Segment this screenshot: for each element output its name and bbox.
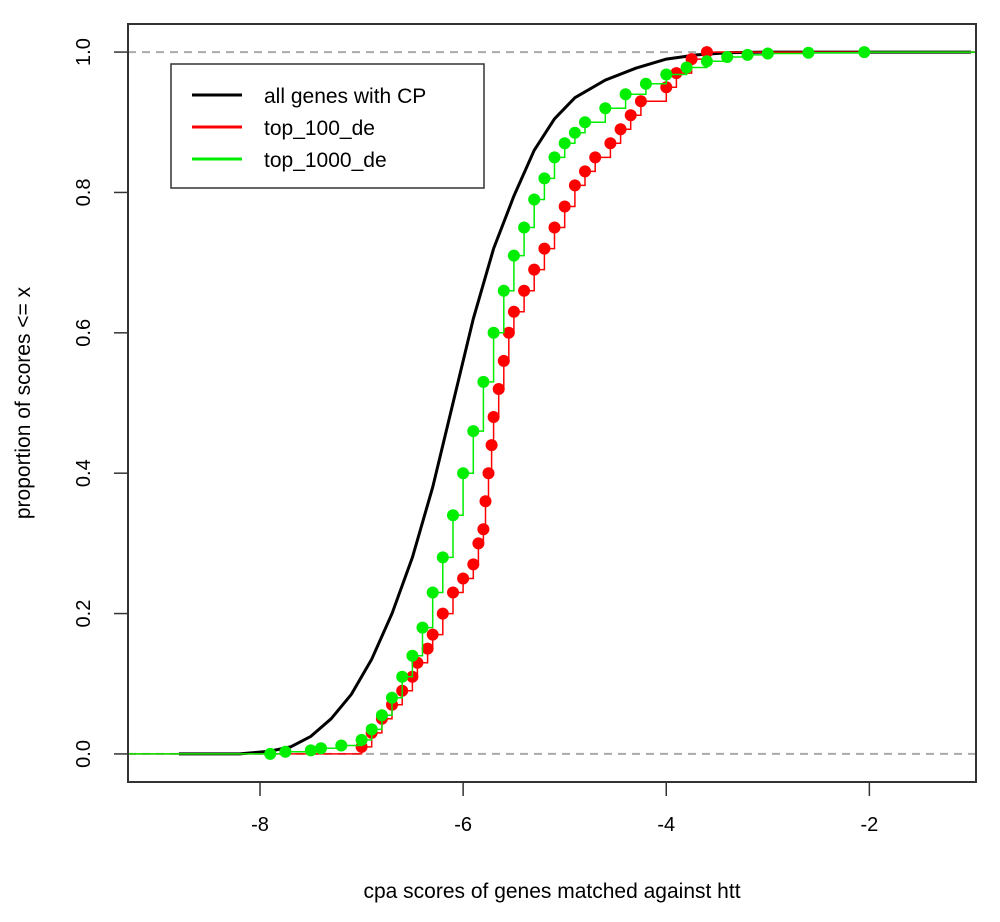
point-top-100-de-28 (568, 179, 581, 192)
x-tick-label-0: -8 (251, 814, 269, 836)
point-top-1000-de-21 (518, 221, 531, 234)
point-top-1000-de-18 (487, 326, 500, 339)
point-top-1000-de-29 (619, 88, 632, 101)
point-top-100-de-8 (426, 628, 439, 641)
series-top-1000-de (128, 46, 976, 760)
point-top-1000-de-38 (858, 46, 871, 59)
point-top-1000-de-7 (375, 709, 388, 722)
point-top-100-de-14 (477, 523, 490, 536)
point-top-1000-de-27 (579, 116, 591, 129)
point-top-1000-de-33 (700, 55, 713, 68)
point-top-100-de-20 (497, 354, 510, 367)
point-top-100-de-24 (528, 263, 541, 276)
y-tick-label-0: 0.0 (73, 740, 95, 768)
point-top-100-de-11 (457, 572, 470, 585)
point-top-1000-de-22 (528, 193, 541, 206)
point-top-1000-de-34 (721, 51, 734, 63)
point-top-1000-de-19 (497, 284, 510, 297)
point-top-1000-de-17 (477, 375, 490, 388)
point-top-1000-de-0 (264, 747, 277, 760)
point-top-100-de-33 (624, 109, 637, 122)
point-top-1000-de-10 (406, 649, 419, 662)
y-tick-label-1: 0.2 (73, 600, 95, 628)
y-tick-label-2: 0.4 (73, 459, 95, 487)
y-axis: 0.0 0.2 0.4 0.6 0.8 1.0 (73, 38, 129, 768)
point-top-1000-de-9 (396, 670, 409, 683)
point-top-1000-de-23 (538, 172, 551, 185)
point-top-1000-de-35 (741, 48, 754, 61)
point-top-1000-de-20 (507, 249, 520, 262)
legend-label-top-1000: top_1000_de (264, 149, 387, 172)
series-all-genes-with-cp (178, 50, 971, 756)
point-top-100-de-25 (538, 242, 551, 255)
point-top-100-de-26 (548, 221, 561, 234)
point-top-100-de-21 (502, 326, 515, 339)
y-tick-label-3: 0.6 (73, 319, 95, 347)
point-top-100-de-7 (421, 642, 434, 655)
point-top-1000-de-36 (761, 47, 774, 60)
point-top-100-de-23 (518, 284, 531, 297)
series-line-all-genes-with-cp (178, 50, 971, 756)
point-top-100-de-30 (589, 151, 602, 164)
point-top-100-de-34 (634, 95, 647, 108)
point-top-1000-de-25 (558, 137, 571, 150)
x-axis: -8 -6 -4 -2 (251, 781, 878, 836)
point-top-1000-de-32 (680, 61, 693, 74)
point-top-1000-de-16 (467, 425, 480, 438)
point-top-1000-de-2 (304, 744, 317, 757)
point-top-1000-de-26 (568, 126, 581, 139)
point-top-1000-de-1 (279, 745, 292, 758)
x-tick-label-3: -2 (860, 814, 878, 836)
x-axis-label: cpa scores of genes matched against htt (363, 880, 740, 903)
point-top-100-de-38 (700, 46, 713, 59)
point-top-1000-de-12 (426, 586, 439, 599)
point-top-1000-de-30 (639, 77, 652, 90)
legend: all genes with CP top_100_de top_1000_de (170, 63, 485, 189)
series-layer (128, 46, 976, 760)
point-top-1000-de-5 (355, 733, 368, 746)
point-top-100-de-13 (472, 537, 485, 550)
point-top-1000-de-24 (548, 151, 561, 164)
point-top-1000-de-3 (315, 742, 327, 755)
point-top-1000-de-13 (436, 551, 449, 564)
point-top-1000-de-4 (335, 739, 348, 752)
point-top-100-de-19 (492, 383, 505, 395)
x-tick-label-2: -4 (657, 814, 675, 836)
legend-label-top-100: top_100_de (264, 117, 375, 140)
y-tick-label-5: 1.0 (73, 38, 95, 66)
point-top-100-de-10 (447, 586, 459, 599)
point-top-1000-de-37 (802, 46, 815, 59)
legend-label-all-genes: all genes with CP (264, 85, 426, 108)
point-top-100-de-29 (579, 165, 591, 178)
point-top-100-de-27 (558, 200, 571, 213)
point-top-1000-de-11 (416, 621, 429, 634)
point-top-100-de-15 (479, 495, 492, 508)
point-top-100-de-9 (436, 607, 449, 620)
point-top-100-de-22 (507, 305, 520, 318)
y-tick-label-4: 0.8 (73, 179, 95, 207)
point-top-100-de-16 (482, 467, 495, 480)
point-top-1000-de-14 (447, 509, 459, 522)
point-top-1000-de-8 (386, 691, 398, 704)
point-top-1000-de-31 (660, 68, 673, 81)
y-axis-label: proportion of scores <= x (12, 286, 35, 519)
point-top-1000-de-15 (457, 467, 470, 480)
x-tick-label-1: -6 (454, 814, 472, 836)
point-top-1000-de-6 (365, 723, 378, 736)
point-top-100-de-36 (670, 67, 683, 80)
point-top-100-de-12 (467, 558, 480, 571)
point-top-1000-de-28 (599, 102, 612, 115)
point-top-100-de-18 (487, 411, 500, 423)
point-top-100-de-31 (604, 137, 617, 150)
point-top-100-de-32 (614, 123, 627, 136)
point-top-100-de-17 (485, 439, 498, 452)
